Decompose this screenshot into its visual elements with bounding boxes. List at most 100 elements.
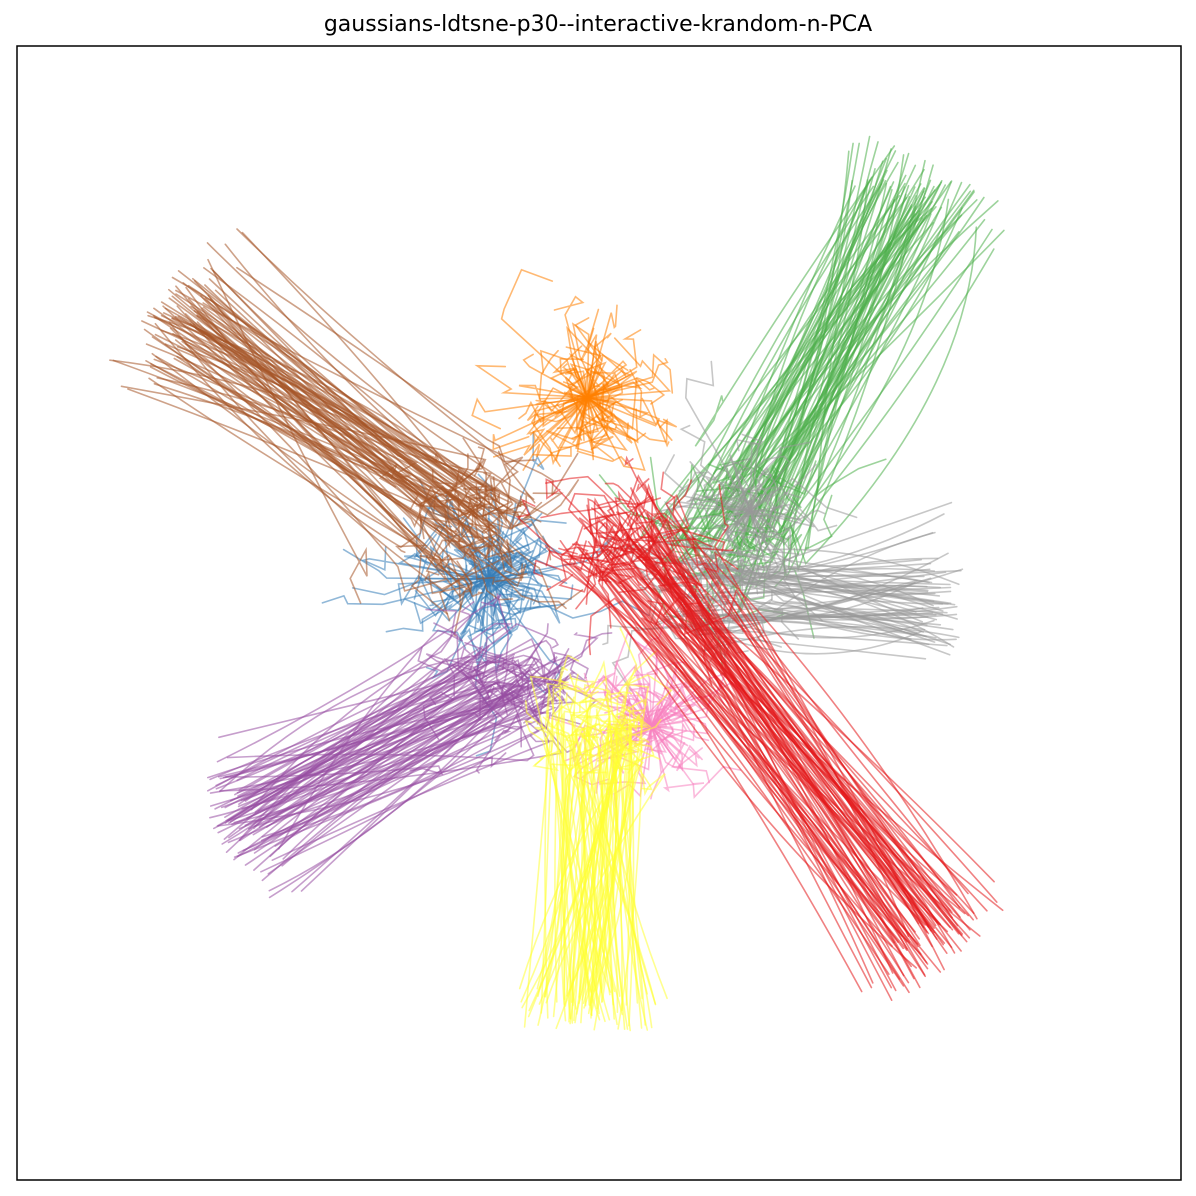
trajectory-line bbox=[650, 675, 712, 728]
trajectory-line bbox=[238, 645, 484, 791]
trajectory-line bbox=[571, 712, 648, 995]
trajectory-line bbox=[545, 478, 962, 952]
trajectory-line bbox=[155, 355, 527, 587]
trajectory-line bbox=[650, 705, 668, 729]
trajectory-line bbox=[201, 307, 458, 511]
trajectory-line bbox=[772, 195, 911, 509]
trajectory-line bbox=[176, 355, 525, 530]
trajectory-line bbox=[700, 602, 924, 654]
trajectory-line bbox=[360, 546, 490, 580]
trajectory-line bbox=[771, 589, 928, 626]
trajectory-line bbox=[788, 226, 978, 565]
trajectory-line bbox=[540, 505, 874, 984]
trajectory-line bbox=[586, 380, 612, 399]
trajectory-line bbox=[176, 346, 485, 484]
trajectory-line bbox=[650, 684, 689, 728]
trajectory-lines bbox=[109, 135, 1005, 1032]
trajectory-line bbox=[735, 154, 905, 585]
trajectory-line bbox=[253, 622, 513, 830]
trajectory-line bbox=[574, 317, 603, 399]
trajectory-line bbox=[624, 455, 961, 918]
trajectory-line bbox=[601, 650, 657, 1003]
trajectory-line bbox=[529, 396, 589, 436]
trajectory-line bbox=[585, 518, 995, 883]
trajectory-line bbox=[749, 504, 791, 526]
trajectory-line bbox=[749, 510, 785, 566]
trajectory-line bbox=[683, 183, 883, 554]
trajectory-line bbox=[720, 501, 953, 623]
trajectory-line bbox=[147, 314, 502, 496]
trajectory-line bbox=[535, 388, 589, 413]
trajectory-line bbox=[714, 481, 752, 513]
trajectory-line bbox=[692, 190, 925, 538]
trajectory-line bbox=[206, 242, 535, 507]
trajectory-line bbox=[782, 557, 939, 622]
trajectory-line bbox=[591, 659, 624, 1012]
trajectory-line bbox=[694, 145, 896, 447]
trajectory-line bbox=[715, 567, 952, 605]
trajectory-line bbox=[520, 744, 607, 1003]
trajectory-line bbox=[479, 578, 530, 645]
trajectory-line bbox=[674, 613, 958, 632]
trajectory-line bbox=[673, 479, 941, 910]
chart-title: gaussians-ldtsne-p30--interactive-krando… bbox=[323, 12, 873, 37]
trajectory-line bbox=[173, 357, 514, 601]
trajectory-line bbox=[476, 578, 517, 661]
trajectory-line bbox=[241, 231, 465, 540]
trajectory-line bbox=[595, 708, 643, 1029]
trajectory-line bbox=[734, 433, 764, 512]
trajectory-series bbox=[207, 593, 613, 899]
trajectory-line bbox=[652, 512, 978, 920]
trajectory-line bbox=[237, 729, 512, 858]
plot-frame bbox=[16, 45, 1182, 1181]
trajectory-line bbox=[752, 248, 995, 547]
trajectory-line bbox=[605, 704, 636, 1020]
trajectory-line bbox=[586, 396, 607, 449]
trajectory-line bbox=[269, 695, 490, 858]
trajectory-line bbox=[598, 229, 1005, 531]
trajectory-line bbox=[169, 327, 448, 592]
trajectory-line bbox=[650, 725, 710, 784]
trajectory-line bbox=[804, 189, 893, 552]
trajectory-line bbox=[236, 266, 536, 463]
trajectory-line bbox=[749, 510, 772, 542]
trajectory-line bbox=[626, 474, 926, 976]
trajectory-line bbox=[529, 675, 593, 1017]
trajectory-line bbox=[589, 741, 655, 1007]
trajectory-line bbox=[585, 720, 617, 994]
trajectory-line bbox=[579, 697, 639, 1004]
trajectory-line bbox=[604, 482, 925, 928]
trajectory-line bbox=[216, 594, 502, 763]
trajectory-line bbox=[184, 313, 493, 492]
trajectory-line bbox=[726, 519, 923, 623]
trajectory-line bbox=[141, 320, 580, 516]
trajectory-series bbox=[471, 268, 678, 472]
trajectory-line bbox=[224, 659, 530, 809]
trajectory-line bbox=[145, 343, 483, 518]
trajectory-line bbox=[590, 723, 618, 1019]
trajectory-line bbox=[559, 683, 593, 1020]
trajectory-line bbox=[236, 228, 519, 533]
trajectory-line bbox=[515, 498, 929, 965]
trajectory-line bbox=[614, 497, 893, 1001]
trajectory-line bbox=[215, 637, 546, 790]
trajectory-line bbox=[212, 269, 564, 523]
trajectory-line bbox=[615, 686, 653, 728]
trajectory-line bbox=[666, 213, 932, 530]
trajectory-line bbox=[749, 441, 811, 512]
trajectory-line bbox=[258, 662, 486, 828]
trajectory-line bbox=[226, 702, 536, 762]
trajectory-line bbox=[561, 525, 966, 915]
trajectory-line bbox=[229, 653, 524, 802]
trajectory-line bbox=[540, 673, 579, 1014]
trajectory-line bbox=[568, 352, 610, 402]
trajectory-line bbox=[775, 179, 869, 533]
trajectory-line bbox=[678, 622, 953, 949]
trajectory-line bbox=[679, 424, 752, 512]
trajectory-line bbox=[153, 307, 457, 549]
trajectory-line bbox=[709, 586, 952, 624]
trajectory-line bbox=[724, 510, 752, 552]
trajectory-line bbox=[542, 396, 589, 428]
trajectory-line bbox=[575, 728, 595, 998]
